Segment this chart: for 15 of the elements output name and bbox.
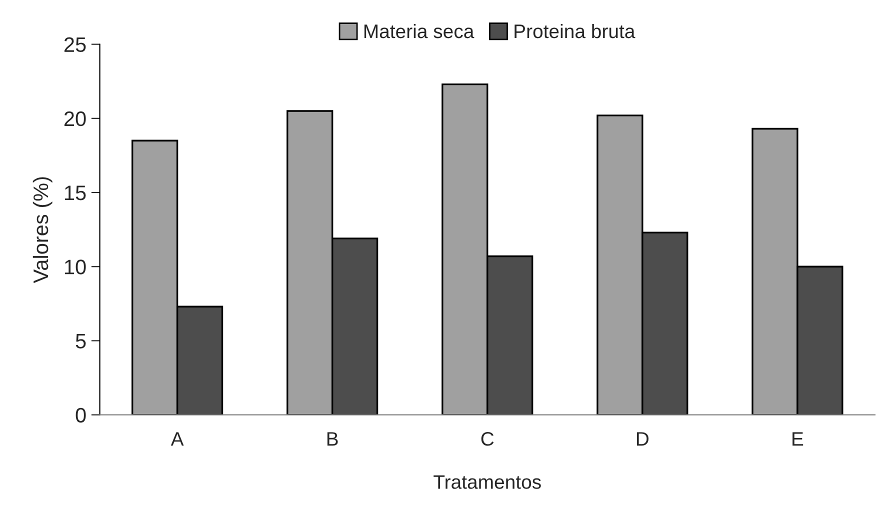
y-tick-label: 10: [65, 260, 86, 274]
legend-label: Materia seca: [364, 24, 474, 38]
y-tick-label: 15: [65, 186, 86, 200]
y-tick-label: 20: [64, 111, 86, 126]
x-tick-label: C: [481, 432, 494, 446]
legend-label: Proteina bruta: [514, 24, 636, 38]
x-tick-label: A: [170, 432, 184, 446]
x-tick-label: E: [792, 432, 804, 446]
y-tick-label: 25: [64, 37, 86, 52]
x-tick-label: D: [636, 432, 649, 446]
y-tick-label: 0: [76, 408, 86, 423]
y-tick-label: 5: [76, 334, 86, 348]
x-tick-label: B: [327, 432, 338, 446]
x-axis-title: Tratamentos: [434, 475, 541, 489]
y-axis-title: Valores (%): [32, 177, 52, 284]
